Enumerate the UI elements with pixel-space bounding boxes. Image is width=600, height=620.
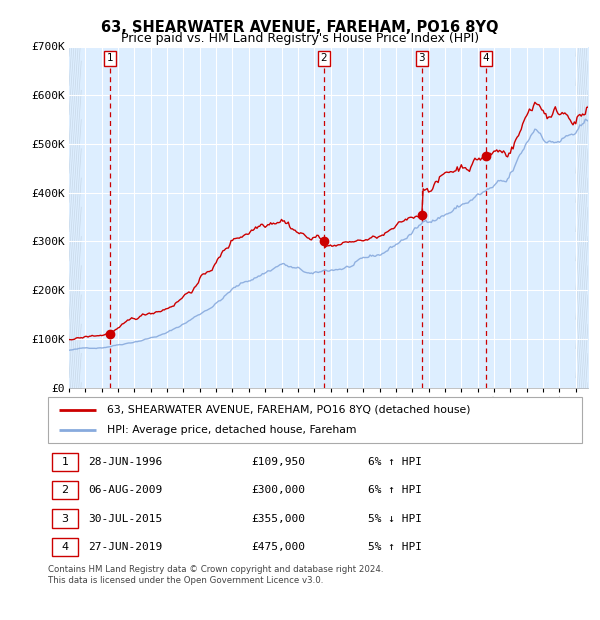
Text: 30-JUL-2015: 30-JUL-2015 bbox=[88, 513, 162, 523]
Bar bbox=[52, 453, 78, 471]
Text: £300,000: £300,000 bbox=[251, 485, 305, 495]
Text: 5% ↓ HPI: 5% ↓ HPI bbox=[368, 513, 422, 523]
Bar bbox=[52, 510, 78, 528]
Text: 27-JUN-2019: 27-JUN-2019 bbox=[88, 542, 162, 552]
Text: 2: 2 bbox=[62, 485, 68, 495]
Text: 4: 4 bbox=[62, 542, 68, 552]
Bar bbox=[52, 538, 78, 556]
Text: 5% ↑ HPI: 5% ↑ HPI bbox=[368, 542, 422, 552]
Text: 06-AUG-2009: 06-AUG-2009 bbox=[88, 485, 162, 495]
Text: £475,000: £475,000 bbox=[251, 542, 305, 552]
Text: HPI: Average price, detached house, Fareham: HPI: Average price, detached house, Fare… bbox=[107, 425, 356, 435]
Text: 3: 3 bbox=[418, 53, 425, 63]
Text: 1: 1 bbox=[62, 457, 68, 467]
Text: 6% ↑ HPI: 6% ↑ HPI bbox=[368, 485, 422, 495]
Text: 1: 1 bbox=[106, 53, 113, 63]
Bar bbox=[52, 481, 78, 499]
Text: £355,000: £355,000 bbox=[251, 513, 305, 523]
Text: 4: 4 bbox=[482, 53, 489, 63]
Text: 63, SHEARWATER AVENUE, FAREHAM, PO16 8YQ (detached house): 63, SHEARWATER AVENUE, FAREHAM, PO16 8YQ… bbox=[107, 405, 470, 415]
Text: 6% ↑ HPI: 6% ↑ HPI bbox=[368, 457, 422, 467]
Text: 3: 3 bbox=[62, 513, 68, 523]
Text: Price paid vs. HM Land Registry's House Price Index (HPI): Price paid vs. HM Land Registry's House … bbox=[121, 32, 479, 45]
Text: £109,950: £109,950 bbox=[251, 457, 305, 467]
Text: 28-JUN-1996: 28-JUN-1996 bbox=[88, 457, 162, 467]
Text: Contains HM Land Registry data © Crown copyright and database right 2024.
This d: Contains HM Land Registry data © Crown c… bbox=[48, 565, 383, 585]
Text: 2: 2 bbox=[320, 53, 328, 63]
Text: 63, SHEARWATER AVENUE, FAREHAM, PO16 8YQ: 63, SHEARWATER AVENUE, FAREHAM, PO16 8YQ bbox=[101, 20, 499, 35]
